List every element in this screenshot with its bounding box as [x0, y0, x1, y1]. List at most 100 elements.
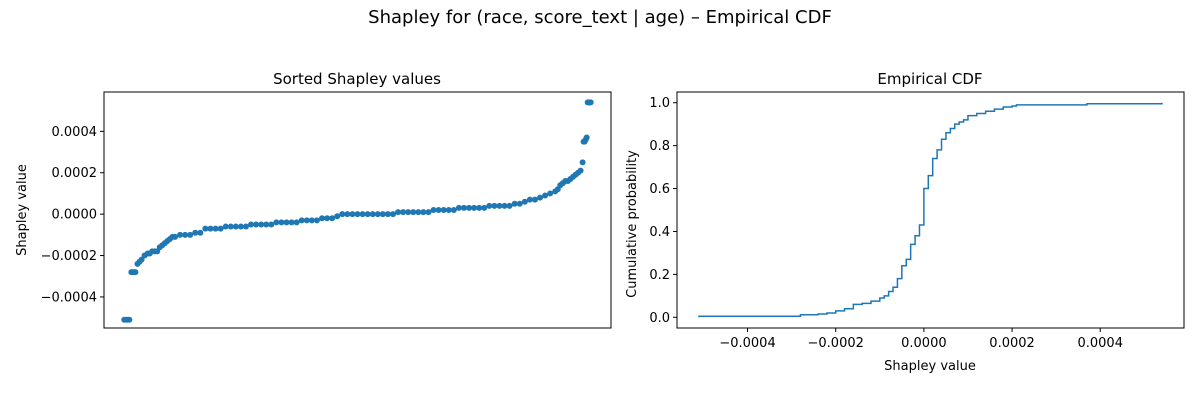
scatter-point [405, 209, 412, 216]
scatter-point [303, 217, 310, 224]
scatter-point [542, 192, 549, 199]
right-chart-title: Empirical CDF [877, 70, 982, 88]
scatter-point [324, 215, 331, 222]
scatter-point [288, 219, 295, 226]
scatter-point [445, 207, 452, 213]
scatter-point [263, 221, 270, 228]
right-y-tick-label: 0.4 [649, 225, 670, 240]
scatter-point [395, 209, 402, 216]
scatter-point [369, 211, 376, 218]
scatter-point [420, 209, 427, 216]
scatter-point [273, 219, 280, 226]
scatter-point [171, 233, 178, 240]
left-chart-panel: Sorted Shapley values −0.0004 −0.0002 0.00… [15, 70, 612, 329]
scatter-point [440, 207, 447, 213]
scatter-point [466, 204, 473, 211]
scatter-point [222, 223, 229, 230]
scatter-point [579, 159, 586, 166]
scatter-point [334, 213, 341, 220]
right-y-tick-label: 0.6 [649, 182, 670, 197]
scatter-point [278, 219, 285, 226]
ecdf-step-line [698, 102, 1163, 318]
right-x-axis: −0.0004 −0.0002 0.0000 0.0002 0.0004 [719, 328, 1123, 351]
scatter-point [415, 209, 422, 216]
scatter-point [197, 229, 204, 236]
scatter-point [506, 202, 513, 209]
scatter-point [232, 223, 239, 230]
scatter-point [242, 223, 249, 230]
scatter-point [384, 211, 391, 218]
scatter-point [531, 196, 538, 203]
left-y-axis: −0.0004 −0.0002 0.0000 0.0002 0.0004 [41, 125, 104, 305]
scatter-point [187, 231, 194, 238]
scatter-point [455, 204, 462, 211]
scatter-point [177, 231, 184, 238]
right-y-axis-label: Cumulative probability [625, 150, 640, 298]
right-y-axis: 0.0 0.2 0.4 0.6 0.8 1.0 [649, 96, 677, 326]
scatter-point [425, 209, 432, 216]
scatter-point [583, 134, 590, 141]
scatter-point [410, 209, 417, 216]
scatter-point [253, 221, 260, 228]
scatter-point [481, 204, 488, 211]
scatter-point [501, 202, 508, 209]
scatter-point [460, 204, 467, 211]
right-y-tick-label: 1.0 [649, 96, 670, 111]
scatter-point [248, 221, 255, 228]
scatter-point [192, 229, 199, 236]
left-chart-axes-frame [103, 91, 612, 329]
scatter-point [293, 219, 300, 226]
scatter-point [202, 225, 209, 232]
left-chart-title: Sorted Shapley values [273, 70, 441, 88]
scatter-point [511, 200, 518, 207]
scatter-point [400, 209, 407, 216]
scatter-point [313, 217, 320, 224]
scatter-point [349, 211, 356, 218]
scatter-point [268, 221, 275, 228]
scatter-point [587, 99, 594, 106]
scatter-point [526, 196, 533, 203]
scatter-point [258, 221, 265, 228]
scatter-point [132, 269, 139, 276]
scatter-point [430, 207, 437, 213]
scatter-point [212, 225, 219, 232]
scatter-point [138, 256, 145, 263]
scatter-point [435, 207, 442, 213]
left-y-tick-label: 0.0002 [52, 166, 98, 181]
left-y-tick-label: 0.0000 [52, 208, 98, 223]
right-y-tick-label: 0.2 [649, 268, 670, 283]
right-x-tick-label: 0.0004 [1077, 336, 1123, 351]
scatter-point [364, 211, 371, 218]
scatter-point [207, 225, 214, 232]
scatter-point [298, 217, 305, 224]
left-scatter-points [121, 99, 594, 323]
scatter-point [339, 211, 346, 218]
scatter-point [496, 202, 503, 209]
right-x-tick-label: 0.0002 [989, 336, 1035, 351]
right-y-tick-label: 0.8 [649, 139, 670, 154]
right-chart-axes-frame [676, 91, 1185, 329]
right-x-tick-label: 0.0000 [901, 336, 947, 351]
scatter-point [491, 202, 498, 209]
scatter-point [319, 215, 326, 222]
figure-suptitle: Shapley for (race, score_text | age) – E… [368, 7, 832, 28]
left-y-tick-label: −0.0002 [41, 249, 97, 264]
scatter-point [379, 211, 386, 218]
right-x-tick-label: −0.0004 [719, 336, 775, 351]
scatter-point [237, 223, 244, 230]
scatter-point [126, 316, 133, 323]
scatter-point [182, 231, 189, 238]
scatter-point [476, 204, 483, 211]
scatter-point [521, 198, 528, 205]
scatter-point [374, 211, 381, 218]
scatter-point [450, 207, 457, 213]
scatter-point [217, 225, 224, 232]
scatter-point [537, 194, 544, 201]
scatter-point [359, 211, 366, 218]
right-y-tick-label: 0.0 [649, 311, 670, 326]
scatter-point [516, 200, 523, 207]
right-x-axis-label: Shapley value [884, 359, 976, 374]
right-x-tick-label: −0.0002 [808, 336, 864, 351]
scatter-point [547, 190, 554, 197]
